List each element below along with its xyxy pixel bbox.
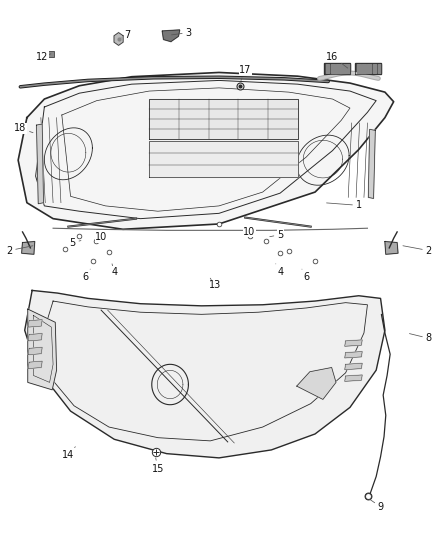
- Text: 2: 2: [6, 246, 33, 255]
- Text: 6: 6: [83, 269, 90, 282]
- Text: 17: 17: [239, 65, 251, 80]
- Polygon shape: [357, 64, 361, 73]
- Polygon shape: [149, 99, 297, 139]
- Text: 9: 9: [370, 499, 384, 512]
- Polygon shape: [346, 64, 350, 73]
- Polygon shape: [28, 348, 42, 355]
- Text: 15: 15: [152, 458, 164, 473]
- Polygon shape: [378, 64, 381, 73]
- Text: 7: 7: [121, 30, 131, 41]
- Polygon shape: [341, 64, 345, 73]
- Text: 8: 8: [410, 333, 431, 343]
- Polygon shape: [373, 64, 376, 73]
- Polygon shape: [363, 64, 366, 73]
- Polygon shape: [149, 141, 297, 177]
- Polygon shape: [336, 64, 339, 73]
- Text: 2: 2: [403, 246, 432, 255]
- Text: 1: 1: [327, 200, 362, 211]
- Polygon shape: [28, 309, 57, 390]
- Text: 5: 5: [70, 238, 81, 247]
- Text: 5: 5: [270, 230, 283, 240]
- Polygon shape: [114, 33, 123, 45]
- Polygon shape: [345, 340, 362, 346]
- Text: 14: 14: [62, 447, 75, 460]
- Polygon shape: [162, 30, 180, 42]
- Text: 4: 4: [111, 264, 117, 277]
- Polygon shape: [368, 130, 375, 198]
- Polygon shape: [326, 64, 329, 73]
- Polygon shape: [28, 361, 42, 368]
- Polygon shape: [345, 352, 362, 358]
- Polygon shape: [385, 241, 398, 254]
- Polygon shape: [28, 320, 42, 327]
- Text: 16: 16: [326, 52, 348, 68]
- Polygon shape: [21, 241, 35, 254]
- Polygon shape: [36, 124, 43, 204]
- Polygon shape: [297, 368, 336, 399]
- Text: 18: 18: [14, 123, 33, 133]
- Text: 13: 13: [208, 278, 221, 290]
- Polygon shape: [25, 290, 385, 458]
- Polygon shape: [324, 63, 350, 74]
- Text: 10: 10: [244, 227, 256, 237]
- Text: 6: 6: [302, 269, 309, 282]
- Text: 10: 10: [95, 232, 107, 243]
- Text: 12: 12: [36, 52, 51, 61]
- Text: 3: 3: [172, 28, 191, 38]
- Polygon shape: [345, 364, 362, 369]
- Polygon shape: [345, 375, 362, 381]
- Polygon shape: [367, 64, 371, 73]
- Polygon shape: [355, 63, 381, 74]
- Polygon shape: [28, 334, 42, 341]
- Polygon shape: [331, 64, 335, 73]
- Polygon shape: [18, 72, 394, 229]
- Text: 4: 4: [276, 264, 283, 277]
